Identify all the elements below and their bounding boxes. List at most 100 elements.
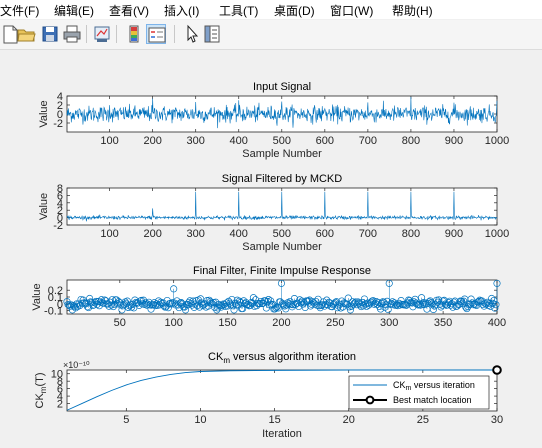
stem-marker <box>344 294 352 302</box>
stem-marker <box>76 301 84 309</box>
best-match-marker <box>492 365 502 375</box>
stem-marker <box>170 285 178 293</box>
x-tick-label: 250 <box>326 317 344 329</box>
figure-area: 100 200 300 400 500 600 700 800 900 1000 -2 0 2 4 Inpu… <box>0 50 542 443</box>
x-axis-label: Sample Number <box>242 241 322 253</box>
legend-icon <box>148 27 166 43</box>
new-file-button[interactable] <box>0 24 20 44</box>
menu-item-5[interactable]: 桌面(D) <box>274 4 315 18</box>
ckm-curve <box>66 369 497 411</box>
open-folder-button[interactable] <box>16 24 36 44</box>
x-tick-label: 1000 <box>485 135 509 147</box>
x-tick-label: 15 <box>268 414 280 426</box>
y-axis-label: Value <box>38 193 50 220</box>
x-tick-label: 300 <box>380 317 398 329</box>
link-plot-icon <box>94 26 110 42</box>
stem-marker <box>453 302 461 310</box>
property-inspector-icon <box>204 25 220 43</box>
x-tick-label: 1000 <box>485 228 509 240</box>
y-tick-label: 8 <box>57 183 63 195</box>
y-tick-label: 0.2 <box>48 285 63 297</box>
x-tick-label: 25 <box>417 414 429 426</box>
toolbar <box>0 20 542 50</box>
stem-marker <box>488 294 496 303</box>
legend-label: Best match location <box>393 395 472 405</box>
stem-marker <box>449 303 457 311</box>
stem-marker <box>493 279 501 287</box>
stem-marker <box>105 302 113 310</box>
stem-marker <box>229 302 237 310</box>
y-tick-label: -2 <box>53 220 63 232</box>
menu-item-0[interactable]: 文件(F) <box>0 4 40 18</box>
menu-item-1[interactable]: 编辑(E) <box>54 4 94 18</box>
y-tick-label: 6 <box>57 384 63 396</box>
pointer-button[interactable] <box>182 24 202 44</box>
y-tick-label: 0.1 <box>48 292 63 304</box>
stem-marker <box>315 302 323 310</box>
figure-canvas: 100 200 300 400 500 600 700 800 900 1000-2024Inpu… <box>31 81 509 440</box>
stem-marker <box>492 301 500 309</box>
stem-marker <box>139 296 148 304</box>
stem-marker <box>411 295 419 303</box>
stem-marker <box>335 302 343 310</box>
y-tick-label: 6 <box>57 190 63 202</box>
exponent-label: ×10⁻¹⁰ <box>63 360 90 370</box>
legend: CKm versus iteration Best match location <box>348 375 490 410</box>
y-tick-label: 0 <box>57 299 63 311</box>
menu-item-6[interactable]: 窗口(W) <box>330 4 374 18</box>
legend-label: CKm versus iteration <box>393 380 475 392</box>
x-tick-label: 100 <box>100 135 118 147</box>
stem-marker <box>264 296 273 304</box>
stem-marker <box>203 297 211 305</box>
stem-marker <box>273 303 281 311</box>
stem-marker <box>271 305 279 313</box>
x-tick-label: 600 <box>316 228 334 240</box>
x-tick-label: 200 <box>272 317 290 329</box>
menu-item-2[interactable]: 查看(V) <box>109 4 149 18</box>
menu-item-4[interactable]: 工具(T) <box>219 4 259 18</box>
open-folder-icon <box>17 29 36 42</box>
legend-marker-circle <box>365 395 375 405</box>
x-tick-label: 100 <box>100 228 118 240</box>
stem-marker <box>239 305 247 313</box>
menu-item-3[interactable]: 插入(I) <box>164 4 200 18</box>
y-tick-label: 0 <box>57 109 63 121</box>
legend-button[interactable] <box>146 24 166 44</box>
stem-marker <box>346 306 354 314</box>
stem-marker <box>108 296 116 304</box>
print-icon <box>63 25 81 43</box>
stem-marker <box>86 294 94 303</box>
menu-bar: 文件(F) 编辑(E) 查看(V) 插入(I) 工具(T) 桌面(D) 窗口(W) 帮助(H) <box>0 0 542 19</box>
menu-item-7[interactable]: 帮助(H) <box>392 4 433 18</box>
x-tick-label: 800 <box>402 135 420 147</box>
y-tick-label: 8 <box>57 376 63 388</box>
stem-marker <box>382 301 390 309</box>
x-tick-label: 600 <box>316 135 334 147</box>
colorbar-button[interactable] <box>124 24 144 44</box>
toolbar-separator <box>116 25 117 43</box>
stem-marker <box>135 301 143 309</box>
x-axis-label: Iteration <box>262 428 302 440</box>
x-tick-label: 5 <box>123 414 129 426</box>
stem-marker <box>358 298 366 306</box>
save-button[interactable] <box>40 24 60 44</box>
stem-marker <box>446 297 454 305</box>
link-plot-button[interactable] <box>92 24 112 44</box>
stem-marker <box>406 297 414 305</box>
print-button[interactable] <box>62 24 82 44</box>
x-tick-label: 400 <box>488 317 506 329</box>
save-icon <box>42 26 58 42</box>
x-tick-label: 300 <box>187 228 205 240</box>
stem-marker <box>83 303 92 311</box>
y-tick-label: 4 <box>57 91 63 103</box>
x-tick-label: 300 <box>187 135 205 147</box>
filtered-signal-line <box>66 191 498 222</box>
plot-title: CKm versus algorithm iteration <box>208 351 356 365</box>
x-tick-label: 700 <box>359 135 377 147</box>
x-tick-label: 900 <box>445 135 463 147</box>
y-tick-label: 4 <box>57 391 63 403</box>
x-tick-label: 350 <box>434 317 452 329</box>
property-inspector-button[interactable] <box>202 24 222 44</box>
